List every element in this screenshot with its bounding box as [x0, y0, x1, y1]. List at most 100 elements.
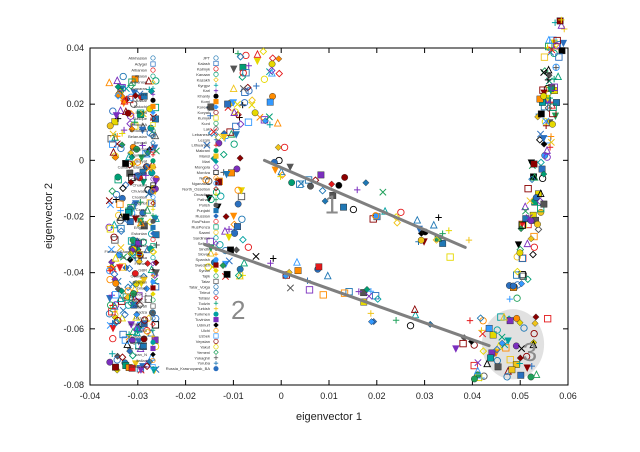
- data-point: [116, 212, 125, 221]
- data-point: [244, 118, 253, 126]
- legend-marker: [213, 175, 219, 181]
- legend-marker: [150, 291, 156, 297]
- legend-label: Mordva: [197, 170, 211, 175]
- data-point: [323, 271, 332, 280]
- legend-marker: [213, 137, 219, 142]
- annotation-3: 3: [523, 337, 537, 367]
- data-point: [143, 150, 151, 158]
- data-point: [465, 236, 473, 244]
- data-point: [111, 314, 119, 322]
- data-point: [240, 99, 249, 107]
- legend-marker: [213, 148, 219, 154]
- legend-right-column: JPTKalashKalmykKanaanKazakhKyrgyzKarlKha…: [166, 55, 219, 372]
- legend-label: Syrian: [199, 268, 210, 273]
- data-point: [140, 320, 148, 328]
- legend-marker: [213, 180, 219, 186]
- data-point: [112, 317, 121, 326]
- data-point: [135, 240, 142, 248]
- x-tick-label: 0.03: [416, 391, 434, 401]
- data-point: [288, 179, 296, 186]
- data-point: [233, 165, 241, 173]
- data-point: [133, 145, 141, 153]
- data-point: [221, 226, 229, 235]
- data-point: [233, 246, 240, 254]
- data-point: [479, 347, 488, 355]
- legend-marker: [213, 197, 219, 202]
- data-point: [471, 375, 478, 383]
- legend-marker: [213, 327, 219, 334]
- data-point: [393, 218, 401, 227]
- data-point: [118, 141, 126, 149]
- data-point: [413, 215, 422, 224]
- data-point: [152, 269, 160, 277]
- data-point: [118, 287, 126, 295]
- data-point: [294, 267, 302, 275]
- data-point: [506, 317, 514, 325]
- data-point: [543, 145, 551, 154]
- legend-label: Georgian: [131, 273, 147, 278]
- legend-marker: [213, 158, 219, 165]
- legend-marker: [213, 317, 219, 323]
- data-point: [542, 117, 550, 125]
- data-point: [549, 103, 557, 111]
- data-point: [446, 253, 454, 261]
- legend-label: Finnish: [134, 243, 147, 248]
- data-point: [478, 327, 485, 334]
- legend-label: German: [133, 279, 147, 284]
- data-point: [371, 292, 380, 300]
- data-point: [121, 310, 129, 319]
- data-point: [134, 172, 142, 181]
- legend-label: Orcadian: [194, 192, 210, 197]
- legend-label: Icelandic: [131, 334, 147, 339]
- legend-label: Fin_Suomessa: [120, 255, 147, 260]
- legend-label: English: [134, 225, 147, 230]
- data-point: [518, 220, 526, 229]
- legend-marker: [213, 295, 219, 301]
- data-point: [506, 356, 514, 364]
- data-point: [248, 96, 256, 105]
- legend-marker: [213, 322, 219, 328]
- data-point: [368, 318, 376, 326]
- data-point: [545, 42, 553, 51]
- data-point: [541, 118, 550, 126]
- legend-marker: [213, 120, 219, 126]
- legend-label: Nganasan: [192, 181, 210, 186]
- x-tick-label: -0.02: [175, 391, 196, 401]
- data-point: [113, 140, 121, 148]
- data-point: [131, 118, 138, 126]
- data-point: [120, 126, 128, 134]
- data-point: [373, 213, 381, 221]
- data-point: [526, 197, 534, 205]
- legend-marker: [150, 92, 156, 97]
- legend-marker: [150, 128, 156, 134]
- data-point: [109, 335, 117, 343]
- data-point: [328, 180, 336, 188]
- data-point: [429, 220, 438, 229]
- data-point: [128, 351, 137, 360]
- data-point: [341, 174, 349, 181]
- legend-label: Russian: [196, 214, 210, 219]
- legend-marker: [150, 158, 156, 164]
- legend-marker: [150, 79, 156, 85]
- data-point: [112, 154, 120, 161]
- data-point: [544, 104, 553, 112]
- x-tick-label: 0.06: [559, 391, 577, 401]
- data-point: [542, 122, 550, 129]
- data-point: [543, 315, 552, 323]
- data-point: [224, 100, 232, 108]
- legend-label: Tofalar: [198, 295, 211, 300]
- data-point: [406, 322, 415, 330]
- data-point: [110, 233, 118, 241]
- legend-label: Udmurt: [197, 323, 211, 328]
- legend-label: Teleut: [199, 290, 211, 295]
- data-point: [119, 253, 128, 261]
- data-point: [452, 345, 460, 353]
- data-point: [143, 327, 151, 335]
- data-point: [130, 290, 138, 297]
- data-point: [530, 160, 538, 168]
- data-point: [498, 339, 506, 347]
- data-point: [204, 263, 212, 271]
- legend-label: Chukchi: [133, 183, 148, 188]
- legend-label: Korean: [197, 105, 210, 110]
- data-point: [230, 140, 238, 148]
